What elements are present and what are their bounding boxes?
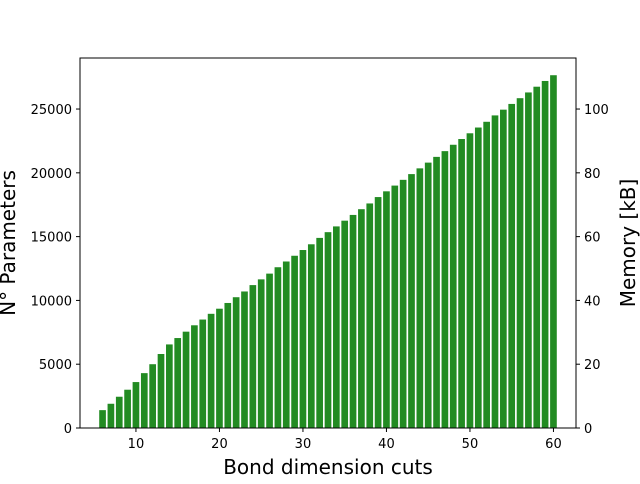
y-axis-title-right: Memory [kB]: [616, 179, 640, 308]
y-tick-label-0: 0: [64, 422, 72, 437]
bar-11: [140, 373, 148, 428]
bar-34: [333, 226, 340, 428]
bar-12: [149, 364, 156, 428]
bar-26: [266, 273, 273, 428]
bar-24: [249, 285, 257, 428]
bar-52: [483, 121, 490, 428]
y-tick-label-5000: 5000: [39, 358, 72, 373]
y2-tick-label-0: 0: [584, 422, 592, 437]
y-axis-right: 0 20 40 60 80 100: [576, 103, 609, 437]
bar-53: [491, 115, 499, 428]
y-tick-label-25000: 25000: [31, 103, 72, 118]
x-axis-title: Bond dimension cuts: [223, 455, 433, 479]
bar-42: [399, 179, 407, 428]
bar-19: [207, 313, 215, 428]
bar-58: [533, 86, 541, 429]
x-tick-label-40: 40: [378, 437, 395, 452]
bar-30: [299, 250, 307, 428]
y-tick-label-20000: 20000: [31, 167, 72, 182]
bar-10: [132, 382, 140, 428]
bar-47: [441, 151, 449, 428]
bar-37: [358, 209, 365, 428]
bar-38: [366, 203, 374, 428]
y2-tick-label-100: 100: [584, 103, 609, 118]
bar-60: [550, 75, 557, 428]
bar-23: [241, 291, 248, 428]
y-axis-title-left: N° Parameters: [0, 170, 20, 316]
x-axis: 10 20 30 40 50 60: [128, 428, 562, 452]
bar-28: [282, 261, 290, 428]
y-axis-left: 0 5000 10000 15000 20000 25000: [31, 103, 80, 437]
y-tick-label-10000: 10000: [31, 294, 72, 309]
bar-15: [174, 338, 182, 428]
x-tick-label-30: 30: [295, 437, 312, 452]
bar-56: [516, 98, 524, 428]
bar-13: [157, 354, 165, 428]
bar-6: [99, 410, 106, 428]
bar-50: [466, 133, 474, 428]
bar-32: [316, 237, 323, 428]
bar-36: [349, 214, 357, 428]
bar-45: [424, 162, 432, 428]
plot-frame: [79, 57, 577, 429]
bar-51: [474, 127, 482, 428]
bar-48: [449, 144, 457, 428]
bar-31: [307, 244, 315, 428]
y2-tick-label-40: 40: [584, 294, 601, 309]
y2-tick-label-20: 20: [584, 358, 601, 373]
x-tick-label-10: 10: [128, 437, 145, 452]
bar-46: [433, 156, 440, 428]
bar-14: [166, 344, 173, 428]
bar-17: [191, 325, 198, 428]
bar-43: [408, 174, 415, 428]
bar-22: [232, 297, 240, 428]
x-tick-label-20: 20: [211, 437, 228, 452]
bar-59: [541, 80, 549, 428]
bars-group: [99, 75, 557, 429]
bar-39: [374, 197, 382, 428]
bar-54: [500, 109, 507, 429]
bar-41: [391, 185, 399, 428]
bar-21: [224, 302, 232, 428]
bar-57: [525, 92, 532, 428]
bar-27: [274, 267, 282, 428]
bar-20: [216, 308, 223, 428]
y2-tick-label-60: 60: [584, 231, 601, 246]
x-tick-label-60: 60: [545, 437, 562, 452]
y-tick-label-15000: 15000: [31, 231, 72, 246]
bar-33: [324, 232, 332, 428]
bar-40: [383, 191, 390, 428]
bar-9: [124, 389, 131, 428]
bar-8: [115, 396, 123, 428]
bar-44: [416, 168, 424, 429]
bar-49: [458, 139, 465, 428]
bar-16: [182, 331, 190, 428]
x-tick-label-50: 50: [462, 437, 479, 452]
bar-18: [199, 319, 207, 428]
bar-29: [291, 255, 298, 428]
bar-35: [341, 220, 349, 428]
y2-tick-label-80: 80: [584, 167, 601, 182]
bar-7: [107, 403, 115, 428]
bar-25: [257, 279, 265, 428]
bar-55: [508, 103, 516, 429]
